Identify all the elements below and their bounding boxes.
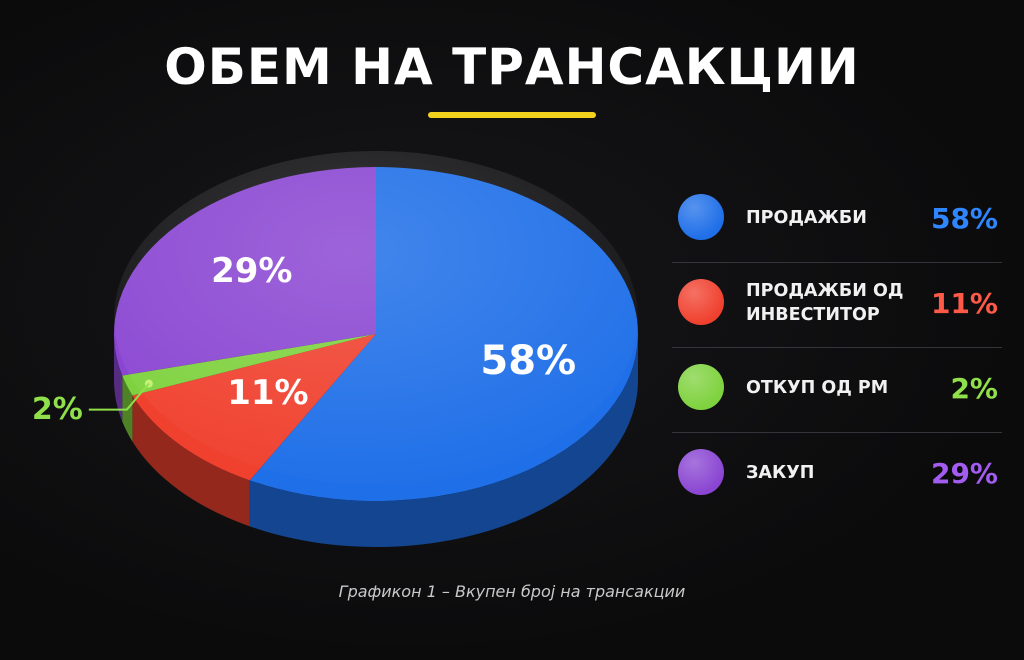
legend-swatch-lease — [678, 449, 724, 495]
legend-swatch-buyback — [678, 364, 724, 410]
pie-label-investor-sales: 11% — [227, 373, 308, 413]
pie-label-sales: 58% — [480, 338, 576, 384]
pie-label-buyback: 2% — [32, 392, 83, 427]
legend-item-sales: ПРОДАЖБИ 58% — [672, 178, 1002, 263]
legend-value-lease: 29% — [930, 456, 998, 490]
legend-item-investor-sales: ПРОДАЖБИ ОД ИНВЕСТИТОР 11% — [672, 263, 1002, 348]
legend-swatch-investor-sales — [678, 279, 724, 325]
callout-line — [88, 382, 150, 411]
chart-caption: Графикон 1 – Вкупен број на трансакции — [338, 582, 686, 601]
pie-highlight — [114, 151, 638, 485]
legend-value-investor-sales: 11% — [930, 286, 998, 320]
legend-item-buyback: ОТКУП ОД РМ 2% — [672, 348, 1002, 433]
legend-value-buyback: 2% — [950, 371, 998, 405]
legend-label-lease: ЗАКУП — [746, 463, 815, 483]
legend-label-investor-sales: ПРОДАЖБИ ОД ИНВЕСТИТОР — [746, 281, 904, 325]
chart-legend: ПРОДАЖБИ 58% ПРОДАЖБИ ОД ИНВЕСТИТОР 11% … — [672, 178, 1002, 517]
legend-label-buyback: ОТКУП ОД РМ — [746, 378, 889, 398]
pie-label-lease: 29% — [211, 251, 292, 291]
legend-value-sales: 58% — [930, 201, 998, 235]
legend-swatch-sales — [678, 194, 724, 240]
pie-side-investor-sales — [132, 395, 250, 527]
pie-side-sales — [249, 334, 639, 547]
legend-label-sales: ПРОДАЖБИ — [746, 208, 867, 228]
legend-item-lease: ЗАКУП 29% — [672, 433, 1002, 517]
title-underline — [428, 112, 596, 118]
page-title: ОБЕМ НА ТРАНСАКЦИИ — [164, 38, 860, 96]
pie-side-lease — [114, 334, 123, 422]
